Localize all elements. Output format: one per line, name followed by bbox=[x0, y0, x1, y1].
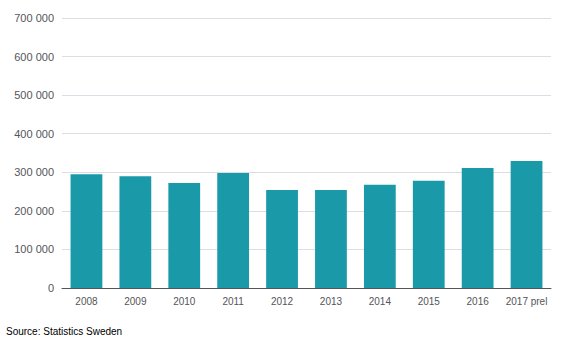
svg-text:500 000: 500 000 bbox=[14, 89, 54, 101]
svg-text:2014: 2014 bbox=[369, 296, 392, 307]
svg-text:2009: 2009 bbox=[124, 296, 147, 307]
svg-text:600 000: 600 000 bbox=[14, 51, 54, 63]
svg-text:100 000: 100 000 bbox=[14, 243, 54, 255]
svg-text:0: 0 bbox=[48, 282, 54, 294]
svg-text:2010: 2010 bbox=[173, 296, 196, 307]
svg-text:Source: Statistics Sweden: Source: Statistics Sweden bbox=[6, 326, 122, 337]
svg-text:400 000: 400 000 bbox=[14, 128, 54, 140]
svg-text:2017 prel: 2017 prel bbox=[506, 296, 548, 307]
svg-text:700 000: 700 000 bbox=[14, 12, 54, 24]
svg-text:2011: 2011 bbox=[222, 296, 244, 307]
svg-text:2015: 2015 bbox=[418, 296, 441, 307]
svg-text:200 000: 200 000 bbox=[14, 205, 54, 217]
svg-text:2008: 2008 bbox=[75, 296, 98, 307]
svg-text:300 000: 300 000 bbox=[14, 166, 54, 178]
svg-text:2012: 2012 bbox=[271, 296, 294, 307]
svg-text:2016: 2016 bbox=[467, 296, 490, 307]
svg-text:2013: 2013 bbox=[320, 296, 343, 307]
